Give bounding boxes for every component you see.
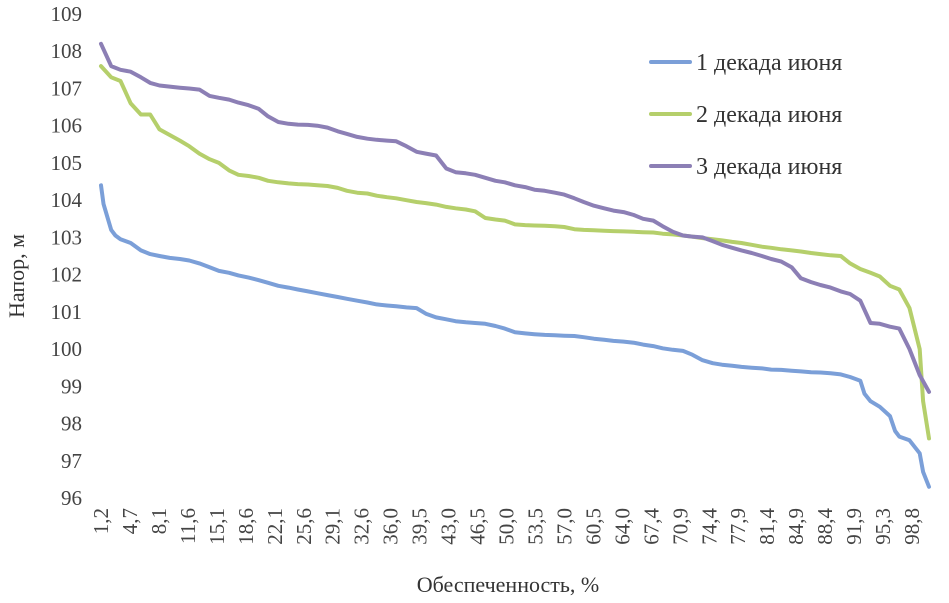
y-axis-tick-labels: 96 97 98 99 100 101 102 103 104 105 106 107 108 109: [51, 2, 83, 510]
y-tick-label: 103: [51, 225, 83, 249]
x-axis-title: Обеспеченность, %: [417, 572, 600, 597]
series-line-3: [99, 41, 931, 394]
x-tick-label: 43,0: [437, 508, 461, 545]
series-lines: [99, 41, 931, 489]
legend-label-3: 3 декада июня: [696, 154, 842, 180]
x-tick-label: 1,2: [89, 508, 113, 534]
x-tick-label: 50,0: [495, 508, 519, 545]
x-tick-label: 81,4: [755, 508, 779, 545]
x-tick-label: 67,4: [639, 508, 663, 545]
x-tick-label: 32,6: [350, 508, 374, 545]
y-tick-label: 101: [51, 300, 83, 324]
y-tick-label: 97: [61, 449, 82, 473]
y-tick-label: 109: [51, 2, 83, 26]
legend-label-1: 1 декада июня: [696, 50, 842, 76]
y-tick-label: 100: [51, 337, 83, 361]
x-tick-label: 74,4: [697, 508, 721, 545]
x-tick-label: 77,9: [726, 508, 750, 545]
y-tick-label: 102: [51, 263, 83, 287]
y-tick-label: 104: [51, 188, 83, 212]
x-tick-label: 70,9: [668, 508, 692, 545]
x-tick-label: 4,7: [118, 508, 142, 534]
x-tick-label: 98,8: [900, 508, 924, 545]
y-tick-label: 98: [61, 412, 82, 436]
legend-label-2: 2 декада июня: [696, 102, 842, 128]
x-tick-label: 60,5: [581, 508, 605, 545]
x-tick-label: 64,0: [610, 508, 634, 545]
x-tick-label: 46,5: [466, 508, 490, 545]
x-tick-label: 91,9: [842, 508, 866, 545]
y-tick-label: 108: [51, 39, 83, 63]
x-tick-label: 57,0: [552, 508, 576, 545]
x-axis-tick-labels: 1,2 4,7 8,1 11,6 15,1 18,6 22,1 25,6 29,1 32,6 36,…: [89, 508, 924, 545]
y-tick-label: 107: [51, 76, 83, 100]
series-line-2: [99, 64, 931, 441]
series-line-1: [99, 183, 931, 489]
legend: 1 декада июня 2 декада июня 3 декада июня: [649, 50, 842, 180]
x-tick-label: 36,0: [379, 508, 403, 545]
x-tick-label: 84,9: [784, 508, 808, 545]
y-axis-title: Напор, м: [4, 234, 29, 318]
x-tick-label: 25,6: [292, 508, 316, 545]
y-tick-label: 106: [51, 114, 83, 138]
x-tick-label: 8,1: [147, 508, 171, 534]
y-tick-label: 105: [51, 151, 83, 175]
y-tick-label: 99: [61, 374, 82, 398]
x-tick-label: 39,5: [408, 508, 432, 545]
x-tick-label: 15,1: [205, 508, 229, 545]
x-tick-label: 29,1: [321, 508, 345, 545]
x-tick-label: 18,6: [234, 508, 258, 545]
x-tick-label: 22,1: [263, 508, 287, 545]
x-tick-label: 95,3: [871, 508, 895, 545]
x-tick-label: 88,4: [813, 508, 837, 545]
x-tick-label: 53,5: [523, 508, 547, 545]
y-tick-label: 96: [61, 486, 82, 510]
x-tick-label: 11,6: [176, 508, 200, 544]
